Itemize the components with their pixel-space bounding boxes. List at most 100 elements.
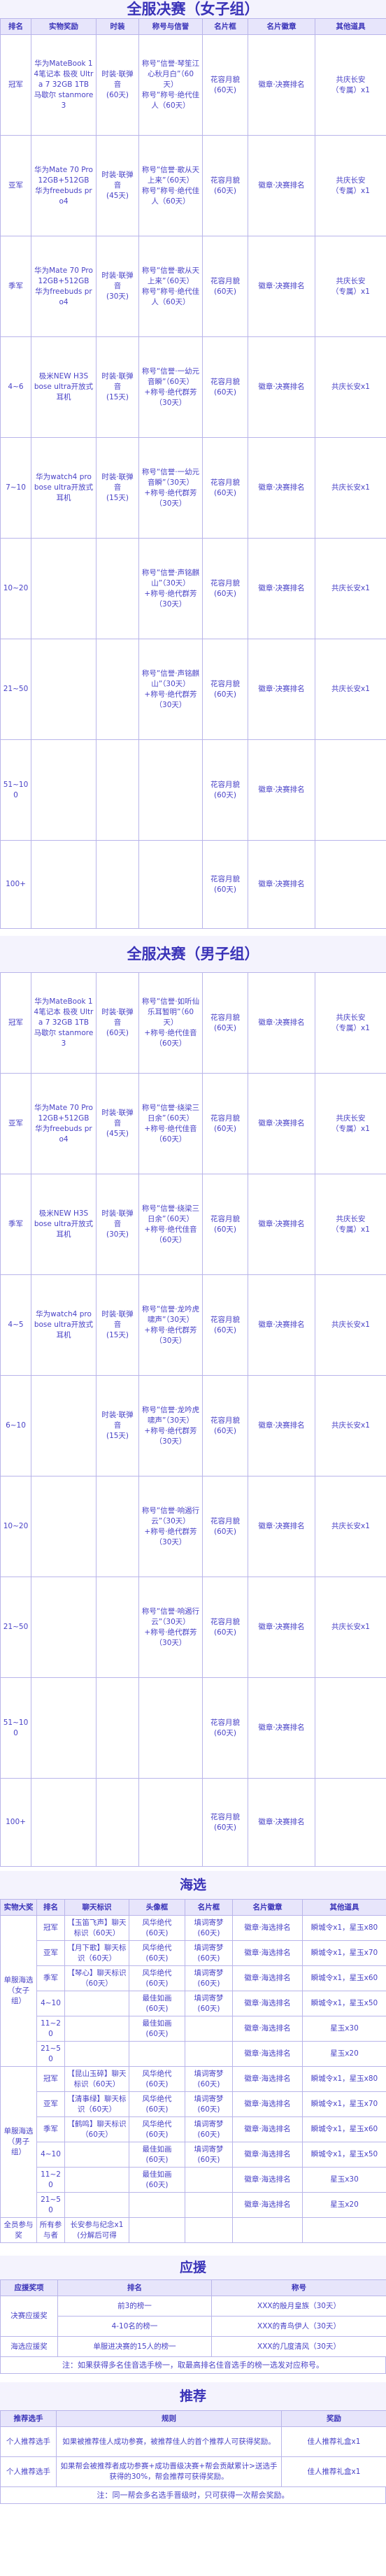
female-final-title: 全服决赛（女子组）: [0, 0, 386, 18]
card-frame-cell: 填词寄梦 (60天): [185, 1940, 233, 1966]
physical-cell: [31, 739, 96, 841]
rank-cell: 单服进决赛的15人的榜一: [57, 2336, 212, 2357]
badge-cell: 徽章·海选排名: [232, 2142, 303, 2168]
card-frame-cell: 填词寄梦 (60天): [185, 2066, 233, 2092]
rank-cell: 51~100: [0, 1677, 31, 1779]
avatar-frame-cell: 风华绝代 (60天): [129, 1915, 185, 1941]
frame-cell: 花容月貌 (60天): [202, 437, 248, 539]
frame-cell: 花容月貌 (60天): [202, 538, 248, 639]
other-cell: 瞬城令x1，星玉x70: [302, 1940, 386, 1966]
badge-cell: 徽章·海选排名: [232, 2167, 303, 2193]
header-card-frame: 名片框: [185, 1899, 233, 1916]
table-row: 4~10 最佳如画 (60天) 填词寄梦 (60天) 徽章·海选排名 瞬城令x1…: [1, 1991, 386, 2016]
male-final-title: 全服决赛（男子组）: [0, 936, 386, 972]
chat-tag-cell: 【玉笛飞声】聊天标识（60天）: [64, 1915, 129, 1941]
other-cell: 瞬城令x1，星玉x70: [302, 2091, 386, 2117]
rank-cell: 21~50: [0, 639, 31, 740]
title-cell: 称号“信誉·一幼元音瞬”（60天） +称号·绝代群芳（30天）: [138, 336, 203, 438]
card-frame-cell: [185, 2192, 233, 2218]
chat-tag-cell: 【琴心】聊天标识（60天）: [64, 1965, 129, 1991]
badge-cell: 徽章·决赛排名: [248, 840, 315, 929]
title-cell: [138, 739, 203, 841]
other-cell: [315, 1778, 386, 1867]
rank-cell: 21~50: [36, 2192, 65, 2218]
physical-cell: [31, 840, 96, 929]
physical-cell: 极米NEW H3S bose ultra开放式耳机: [31, 1174, 96, 1275]
physical-cell: 华为Mate 70 Pro 12GB+512GB 华为freebuds pro4: [31, 1073, 96, 1174]
table-row: 冠军 华为MateBook 14笔记本 极夜 Ultra 7 32GB 1TB …: [0, 972, 386, 1074]
group-cell-female: 单服海选 （女子组）: [0, 1915, 37, 2067]
title-cell: XXX的青鸟伊人（30天）: [211, 2316, 386, 2337]
other-cell: 共庆长安x1: [315, 538, 386, 639]
chat-tag-cell: 【昆山玉碎】聊天标识（60天）: [64, 2066, 129, 2092]
fashion-cell: [96, 1778, 139, 1867]
fashion-cell: [96, 1476, 139, 1577]
avatar-frame-cell: 最佳如画 (60天): [129, 2142, 185, 2168]
badge-cell: 徽章·决赛排名: [248, 1778, 315, 1867]
rank-cell: 冠军: [36, 2066, 65, 2092]
table-row: 11~20 最佳如画 (60天) 徽章·海选排名 星玉x30: [1, 2016, 386, 2042]
rank-cell: 21~50: [36, 2041, 65, 2067]
group-cell-male: 单服海选 （男子组）: [0, 2066, 37, 2218]
title-cell: 称号“信誉·歌从天上来”（60天） 称号“称号·绝代佳人（60天）: [138, 135, 203, 236]
badge-cell: 徽章·海选排名: [232, 2091, 303, 2117]
tuijian-title: 推荐: [0, 2382, 386, 2410]
other-cell: 瞬城令x1，星玉x50: [302, 2142, 386, 2168]
rank-cell: 100+: [0, 1778, 31, 1867]
recommender-cell: 个人推荐选手: [0, 2456, 57, 2487]
card-frame-cell: 填词寄梦 (60天): [185, 1965, 233, 1991]
chat-tag-cell: 长安参与纪念x1 (分解后可得: [64, 2217, 129, 2243]
header-grand-prize: 实物大奖: [0, 1899, 37, 1916]
table-row: 决赛应援奖 前3的榜一 XXX的殷月皇族（30天）: [0, 2296, 386, 2337]
fashion-cell: 时装·联弹音 (15天): [96, 1274, 139, 1376]
table-header-row: 应援奖项 排名 称号: [0, 2279, 386, 2296]
avatar-frame-cell: [129, 2217, 185, 2243]
other-cell: 星玉x20: [302, 2192, 386, 2218]
table-row: 51~100 花容月貌 (60天) 徽章·决赛排名: [0, 739, 386, 841]
other-cell: 共庆长安 （专属）x1: [315, 236, 386, 337]
title-cell: 称号“信誉·龙吟虎啸声”（30天） +称号·绝代群芳（30天）: [138, 1274, 203, 1376]
fashion-cell: 时装·联弹音 (15天): [96, 437, 139, 539]
badge-cell: 徽章·决赛排名: [248, 236, 315, 337]
table-row: 100+ 花容月貌 (60天) 徽章·决赛排名: [0, 1778, 386, 1867]
header-award: 应援奖项: [0, 2279, 58, 2296]
table-row: 亚军 华为Mate 70 Pro 12GB+512GB 华为freebuds p…: [0, 1073, 386, 1174]
frame-cell: 花容月貌 (60天): [202, 1577, 248, 1678]
chat-tag-cell: 【月下歌】聊天标识（60天）: [64, 1940, 129, 1966]
rank-cell: 冠军: [0, 34, 31, 136]
title-cell: 称号“信誉·声铭麒山”（30天） +称号·绝代群芳（30天）: [138, 538, 203, 639]
frame-cell: 花容月貌 (60天): [202, 1778, 248, 1867]
rank-cell: 亚军: [0, 135, 31, 236]
table-row: 10~20 称号“信誉·响遏行云”（30天） +称号·绝代群芳（30天） 花容月…: [0, 1476, 386, 1577]
header-title: 称号与信誉: [138, 18, 203, 35]
header-rank: 排名: [57, 2279, 212, 2296]
header-rule: 规则: [56, 2410, 282, 2427]
frame-cell: 花容月貌 (60天): [202, 1476, 248, 1577]
table-row: 4-10名的榜一 XXX的青鸟伊人（30天）: [1, 2316, 386, 2337]
physical-cell: 华为watch4 pro bose ultra开放式耳机: [31, 437, 96, 539]
title-cell: [138, 840, 203, 929]
table-row: 单服海选 （男子组） 冠军 【昆山玉碎】聊天标识（60天） 风华绝代 (60天)…: [0, 2066, 386, 2218]
avatar-frame-cell: 风华绝代 (60天): [129, 2066, 185, 2092]
badge-cell: 徽章·海选排名: [232, 2066, 303, 2092]
title-cell: [138, 1677, 203, 1779]
rank-cell: 冠军: [36, 1915, 65, 1941]
other-cell: 瞬城令x1，星玉x60: [302, 2116, 386, 2142]
frame-cell: 花容月貌 (60天): [202, 972, 248, 1074]
frame-cell: 花容月貌 (60天): [202, 1677, 248, 1779]
card-frame-cell: [185, 2016, 233, 2042]
card-frame-cell: 填词寄梦 (60天): [185, 2091, 233, 2117]
table-row: 亚军 【月下歌】聊天标识（60天） 风华绝代 (60天) 填词寄梦 (60天) …: [1, 1940, 386, 1966]
title-cell: 称号“信誉·绕梁三日余”（60天） +称号·绝代佳音（60天）: [138, 1073, 203, 1174]
physical-cell: [31, 538, 96, 639]
fashion-cell: [96, 538, 139, 639]
header-badge: 名片徽章: [248, 18, 315, 35]
fashion-cell: 时装·联弹音 (30天): [96, 1174, 139, 1275]
title-cell: 称号“信誉·龙吟虎啸声”（30天） +称号·绝代群芳（30天）: [138, 1375, 203, 1476]
frame-cell: 花容月貌 (60天): [202, 34, 248, 136]
physical-cell: [31, 1677, 96, 1779]
badge-cell: 徽章·决赛排名: [248, 1476, 315, 1577]
badge-cell: 徽章·海选排名: [232, 1915, 303, 1941]
physical-cell: 极米NEW H3S bose ultra开放式耳机: [31, 336, 96, 438]
reward-cell: 佳人推荐礼盒x1: [281, 2456, 386, 2487]
